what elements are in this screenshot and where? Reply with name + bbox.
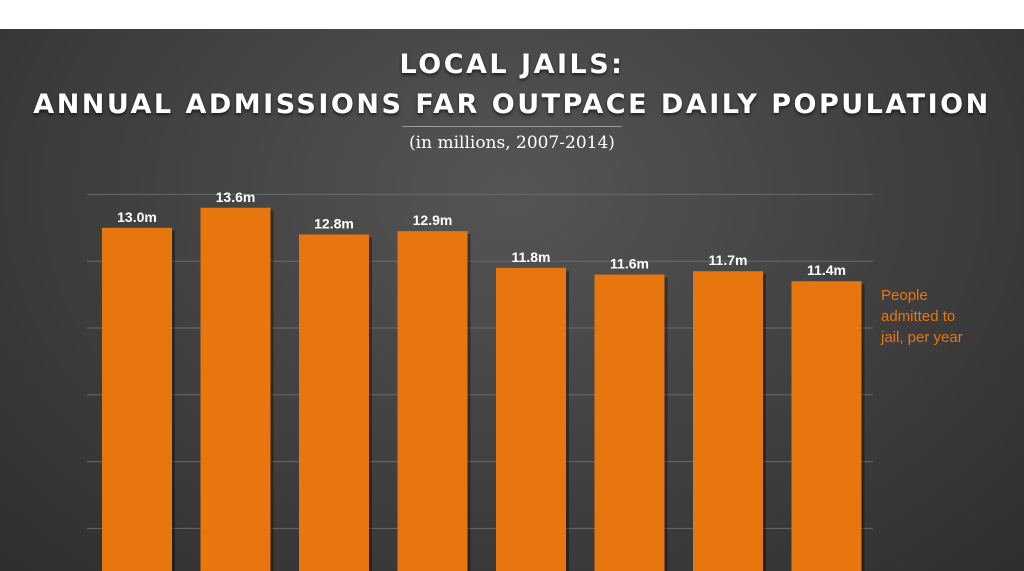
bar-5: [496, 267, 566, 571]
bar-7: [693, 271, 763, 571]
bar-value-label-8: 11.4m: [807, 262, 846, 278]
chart-title-line-1: LOCAL JAILS:: [399, 49, 625, 80]
chart-subtitle: (in millions, 2007-2014): [409, 133, 615, 153]
slide-background: LOCAL JAILS: ANNUAL ADMISSIONS FAR OUTPA…: [0, 29, 1024, 571]
chart-title-line-2: ANNUAL ADMISSIONS FAR OUTPACE DAILY POPU…: [33, 89, 991, 120]
bars: [102, 207, 865, 571]
bar-value-label-3: 12.8m: [314, 215, 354, 231]
bar-3: [299, 234, 369, 571]
bar-value-label-2: 13.6m: [216, 189, 256, 205]
bar-8: [791, 281, 862, 571]
bar-value-label-1: 13.0m: [117, 209, 157, 225]
bar-6: [594, 274, 665, 571]
bar-value-label-7: 11.7m: [709, 252, 748, 268]
bar-1: [102, 227, 172, 571]
bar-value-label-4: 12.9m: [413, 212, 453, 228]
bar-2: [200, 207, 271, 571]
series-legend-label: People admitted to jail, per year: [881, 287, 963, 346]
bar-chart: 13.0m 13.6m 12.8m 12.9m 11.8m 11.6m 11.7m 11.4m: [87, 189, 873, 571]
bar-4: [397, 231, 468, 571]
title-divider: [402, 126, 622, 127]
bar-value-label-6: 11.6m: [610, 256, 649, 272]
bar-value-label-5: 11.8m: [512, 249, 551, 265]
data-labels: 13.0m 13.6m 12.8m 12.9m 11.8m 11.6m 11.7m 11.4m: [117, 189, 846, 278]
